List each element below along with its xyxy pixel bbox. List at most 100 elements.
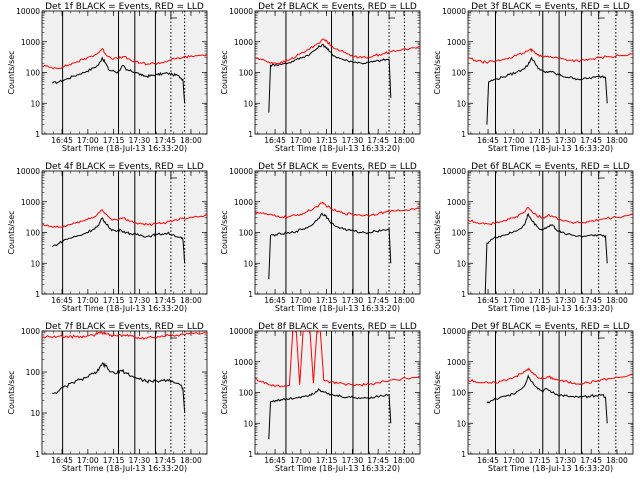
y-axis-label: Counts/sec [220,50,229,94]
x-tick-label: 16:45 [264,456,286,465]
x-tick-label: 16:45 [264,136,286,145]
bracket-mark [388,172,396,179]
y-tick-label: 100 [239,229,254,238]
x-tick-label: 16:45 [477,456,499,465]
x-tick-label: 17:30 [129,136,151,145]
x-axis-label: Start Time (18-Jul-13 16:33:20) [275,464,400,473]
bracket-mark [598,172,605,179]
x-tick-label: 17:00 [290,136,312,145]
y-tick-label: 10000 [229,7,253,16]
series-line-lld [468,367,633,386]
y-tick-label: 1000 [21,327,40,336]
x-tick-label: 18:00 [606,296,628,305]
x-tick-label: 17:45 [154,296,176,305]
panel-9: Det 9f BLACK = Events, RED = LLD 1 10 100 10… [433,322,634,473]
series-line-lld [42,209,207,228]
y-axis-label: Counts/sec [220,370,229,414]
x-tick-label: 17:30 [555,296,577,305]
y-tick-label: 100 [26,368,41,377]
x-axis-label: Start Time (18-Jul-13 16:33:20) [488,464,613,473]
series-line-events [486,374,608,424]
y-tick-label: 1000 [447,38,466,47]
series-line-lld [468,206,633,226]
x-tick-label: 18:00 [606,456,628,465]
chart-title: Det 2f BLACK = Events, RED = LLD [258,2,417,12]
y-tick-label: 100 [452,229,467,238]
panel-6: Det 6f BLACK = Events, RED = LLD 1 10 100 10… [433,162,634,313]
y-tick-label: 100 [239,389,254,398]
series-line-lld [255,201,420,219]
plot-area [41,10,208,135]
x-tick-label: 17:45 [154,136,176,145]
y-tick-label: 10 [243,99,253,108]
series-line-lld [255,38,420,65]
chart-title: Det 4f BLACK = Events, RED = LLD [45,162,204,172]
series-line-events [268,43,392,113]
series-line-events [484,212,608,294]
x-tick-label: 16:45 [51,456,73,465]
plot-area [254,10,421,135]
bracket-mark [388,332,396,339]
series-line-events [52,216,186,264]
x-tick-label: 18:00 [393,456,415,465]
series-line-lld [255,331,420,388]
x-axis-label: Start Time (18-Jul-13 16:33:20) [62,144,187,153]
y-tick-label: 10000 [229,167,253,176]
y-tick-label: 10 [30,409,40,418]
bracket-mark [170,172,177,179]
x-axis-label: Start Time (18-Jul-13 16:33:20) [62,464,187,473]
y-axis-label: Counts/sec [7,370,16,414]
bracket-mark [388,12,396,19]
x-tick-label: 17:00 [77,296,99,305]
plot-area [41,330,208,455]
x-tick-label: 17:00 [290,296,312,305]
y-tick-label: 100 [239,69,254,78]
bracket-mark [170,12,177,19]
y-tick-label: 10000 [442,7,466,16]
chart-title: Det 7f BLACK = Events, RED = LLD [45,322,204,332]
series-line-events [51,56,186,104]
y-tick-label: 1 [248,130,253,139]
x-tick-label: 17:30 [555,136,577,145]
x-tick-label: 17:45 [367,296,389,305]
y-tick-label: 10 [456,99,466,108]
y-tick-label: 1000 [447,198,466,207]
y-tick-label: 10 [456,419,466,428]
y-tick-label: 1 [248,450,253,459]
x-tick-label: 17:45 [580,296,602,305]
series-line-events [52,362,186,414]
plot-area [254,170,421,295]
x-tick-label: 17:30 [342,456,364,465]
series-line-events [268,212,392,280]
x-tick-label: 16:45 [477,296,499,305]
y-tick-label: 100 [452,69,467,78]
series-line-events [268,388,392,440]
x-tick-label: 17:30 [555,456,577,465]
x-tick-label: 17:45 [367,456,389,465]
x-tick-label: 18:00 [393,136,415,145]
series-line-lld [468,48,633,64]
y-tick-label: 10 [30,99,40,108]
x-tick-label: 17:00 [503,296,525,305]
x-tick-label: 18:00 [606,136,628,145]
panel-5: Det 5f BLACK = Events, RED = LLD 1 10 100 10… [220,162,421,313]
panel-3: Det 3f BLACK = Events, RED = LLD 1 10 100 10… [433,2,634,153]
series-line-events [486,56,608,125]
x-axis-label: Start Time (18-Jul-13 16:33:20) [62,304,187,313]
x-axis-label: Start Time (18-Jul-13 16:33:20) [488,304,613,313]
x-tick-label: 16:45 [51,136,73,145]
y-axis-label: Counts/sec [433,210,442,254]
x-tick-label: 17:45 [367,136,389,145]
y-tick-label: 1000 [447,358,466,367]
y-tick-label: 1 [461,290,466,299]
x-tick-label: 17:30 [129,456,151,465]
x-tick-label: 17:15 [103,136,125,145]
y-tick-label: 1 [35,130,40,139]
x-tick-label: 17:00 [503,136,525,145]
y-tick-label: 100 [452,389,467,398]
y-tick-label: 10 [456,259,466,268]
x-tick-label: 17:00 [503,456,525,465]
y-axis-label: Counts/sec [7,50,16,94]
x-tick-label: 17:00 [77,456,99,465]
